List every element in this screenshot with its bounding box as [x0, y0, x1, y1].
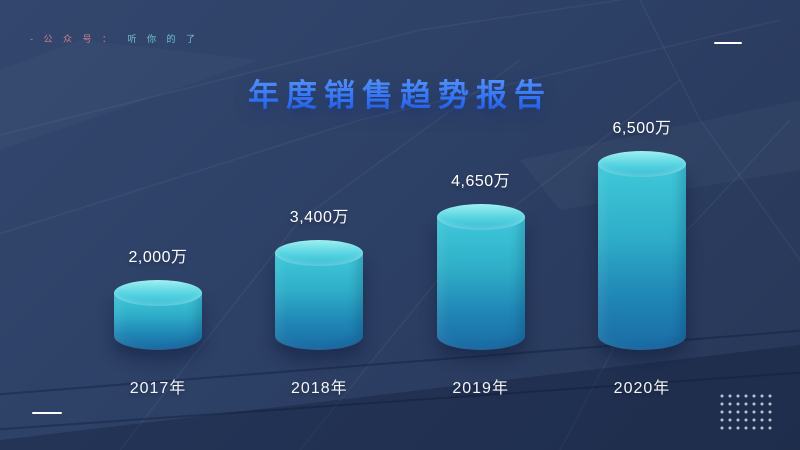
- cylinder-top-face: [436, 204, 525, 230]
- bar-chart: 2,000万 2017年 3,400万 2018年 4,650万 2019年: [88, 114, 712, 398]
- cylinder-body: [436, 217, 525, 350]
- bar-cylinder: [436, 204, 525, 350]
- bar-cylinder: [597, 151, 686, 350]
- bar-group-2020: 6,500万 2020年: [572, 114, 712, 398]
- decor-dash-bottom-left: [32, 412, 62, 414]
- bar-value-label: 3,400万: [289, 209, 349, 226]
- cylinder-top-face: [114, 280, 202, 306]
- bar-category-label: 2017年: [129, 380, 187, 397]
- bar-value-label: 2,000万: [128, 249, 188, 266]
- bar-group-2018: 3,400万 2018年: [249, 203, 389, 398]
- bar-cylinder: [275, 240, 364, 350]
- decor-dash-top-right: [714, 42, 742, 44]
- cylinder-top-face: [275, 240, 364, 266]
- dot-grid-decoration: [718, 392, 776, 430]
- bar-category-label: 2019年: [452, 380, 509, 397]
- page-title: 年度销售趋势报告: [0, 70, 800, 115]
- watermark-prefix: - 公 众 号 ：: [30, 34, 115, 44]
- bar-value-label: 4,650万: [451, 173, 511, 190]
- cylinder-body: [597, 164, 686, 350]
- bar-group-2017: 2,000万 2017年: [88, 243, 228, 398]
- bar-cylinder: [114, 280, 202, 350]
- bar-category-label: 2018年: [291, 380, 348, 397]
- watermark: - 公 众 号 ： 听 你 的 了: [30, 32, 199, 45]
- cylinder-top-face: [597, 151, 686, 177]
- bar-group-2019: 4,650万 2019年: [411, 167, 551, 398]
- watermark-suffix: 听 你 的 了: [127, 34, 200, 44]
- cylinder-body: [275, 253, 364, 350]
- bar-value-label: 6,500万: [612, 120, 672, 137]
- bar-category-label: 2020年: [613, 380, 671, 397]
